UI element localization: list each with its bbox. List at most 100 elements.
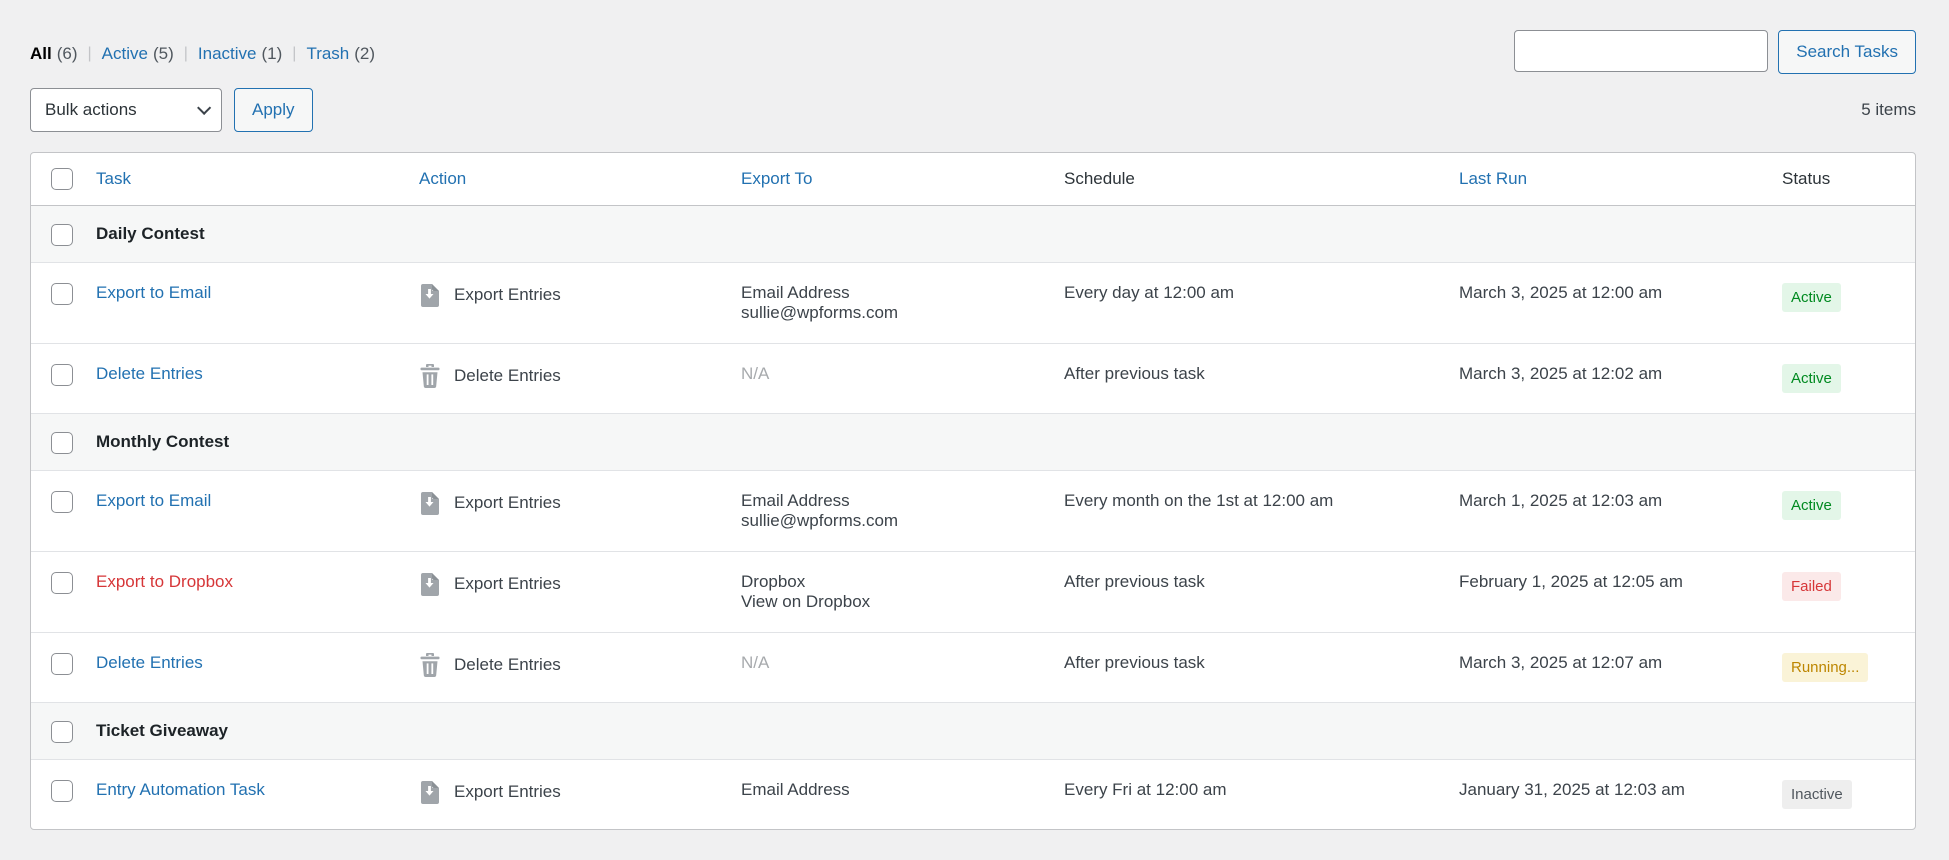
- row-checkbox[interactable]: [51, 653, 73, 675]
- file-export-icon: [419, 572, 441, 596]
- tasks-page: All (6) Active (5) Inactive (1) Trash (2…: [0, 0, 1949, 830]
- table-row: Export to Email Export Entries Email Add…: [31, 471, 1915, 552]
- group-checkbox[interactable]: [51, 432, 73, 454]
- filter-all[interactable]: All (6): [30, 44, 78, 64]
- filter-inactive[interactable]: Inactive (1): [174, 44, 283, 64]
- column-header-action[interactable]: Action: [419, 169, 467, 188]
- task-link[interactable]: Delete Entries: [96, 653, 203, 672]
- export-target: N/A: [741, 364, 770, 383]
- task-group-row: Monthly Contest: [31, 414, 1915, 471]
- column-header-task[interactable]: Task: [96, 169, 131, 188]
- action-label: Delete Entries: [454, 655, 561, 674]
- column-header-last-run[interactable]: Last Run: [1459, 169, 1528, 188]
- status-badge: Inactive: [1782, 780, 1852, 809]
- row-checkbox[interactable]: [51, 572, 73, 594]
- top-bar: All (6) Active (5) Inactive (1) Trash (2…: [30, 30, 1916, 74]
- schedule-value: Every month on the 1st at 12:00 am: [1064, 471, 1459, 552]
- filter-all-label[interactable]: All: [30, 44, 52, 63]
- filter-inactive-link[interactable]: Inactive: [197, 44, 257, 63]
- file-export-icon: [419, 283, 441, 307]
- column-header-export-to[interactable]: Export To: [741, 169, 813, 188]
- export-target: Email Address: [741, 283, 850, 302]
- action-label: Export Entries: [454, 574, 561, 593]
- last-run-value: March 3, 2025 at 12:07 am: [1459, 633, 1782, 703]
- bulk-actions-area: Bulk actions Apply: [30, 88, 313, 132]
- last-run-value: March 3, 2025 at 12:02 am: [1459, 344, 1782, 414]
- table-row: Delete Entries Delete Entries N/A After …: [31, 633, 1915, 703]
- task-link[interactable]: Entry Automation Task: [96, 780, 265, 799]
- task-group-row: Ticket Giveaway: [31, 703, 1915, 760]
- export-target-link[interactable]: sullie@wpforms.com: [741, 303, 899, 322]
- last-run-value: March 1, 2025 at 12:03 am: [1459, 471, 1782, 552]
- last-run-value: February 1, 2025 at 12:05 am: [1459, 552, 1782, 633]
- filter-active[interactable]: Active (5): [78, 44, 174, 64]
- row-checkbox[interactable]: [51, 283, 73, 305]
- task-link[interactable]: Export to Dropbox: [96, 572, 234, 591]
- items-count: 5 items: [1861, 100, 1916, 119]
- schedule-value: Every day at 12:00 am: [1064, 263, 1459, 344]
- tasks-table: Task Action Export To Schedule Last Run …: [30, 152, 1916, 830]
- filter-active-count: (5): [152, 44, 174, 63]
- action-label: Export Entries: [454, 285, 561, 304]
- filter-trash-count: (2): [354, 44, 376, 63]
- row-checkbox[interactable]: [51, 780, 73, 802]
- last-run-value: January 31, 2025 at 12:03 am: [1459, 780, 1685, 799]
- export-target-link[interactable]: View on Dropbox: [741, 592, 871, 611]
- file-export-icon: [419, 780, 441, 804]
- apply-button[interactable]: Apply: [234, 88, 313, 132]
- status-badge: Running...: [1782, 653, 1869, 682]
- status-badge: Active: [1782, 491, 1841, 520]
- search-area: Search Tasks: [1514, 30, 1916, 74]
- chevron-down-icon: [197, 100, 212, 115]
- row-checkbox[interactable]: [51, 364, 73, 386]
- action-label: Export Entries: [454, 493, 561, 512]
- task-link[interactable]: Delete Entries: [96, 364, 203, 383]
- bulk-actions-selected-value: Bulk actions: [45, 100, 137, 119]
- export-target: Email Address: [741, 780, 850, 799]
- filter-inactive-count: (1): [261, 44, 283, 63]
- table-row: Delete Entries Delete Entries N/A After …: [31, 344, 1915, 414]
- filter-trash[interactable]: Trash (2): [282, 44, 375, 64]
- schedule-value: Every Fri at 12:00 am: [1064, 780, 1227, 799]
- export-target: Email Address: [741, 491, 850, 510]
- file-export-icon: [419, 491, 441, 515]
- group-checkbox[interactable]: [51, 224, 73, 246]
- export-target: Dropbox: [741, 572, 806, 591]
- trash-icon: [419, 653, 441, 677]
- export-target-link[interactable]: sullie@wpforms.com: [741, 511, 899, 530]
- action-label: Delete Entries: [454, 366, 561, 385]
- status-badge: Active: [1782, 364, 1841, 393]
- last-run-value: March 3, 2025 at 12:00 am: [1459, 263, 1782, 344]
- bulk-actions-select[interactable]: Bulk actions: [30, 88, 222, 132]
- group-checkbox[interactable]: [51, 721, 73, 743]
- filter-all-count: (6): [56, 44, 78, 63]
- actions-bar: Bulk actions Apply 5 items: [30, 88, 1916, 132]
- task-group-title: Monthly Contest: [96, 414, 1915, 471]
- task-group-row: Daily Contest: [31, 206, 1915, 263]
- filter-trash-link[interactable]: Trash: [306, 44, 350, 63]
- column-header-schedule: Schedule: [1064, 153, 1459, 206]
- schedule-value: After previous task: [1064, 552, 1459, 633]
- search-tasks-button[interactable]: Search Tasks: [1778, 30, 1916, 74]
- status-filter-list: All (6) Active (5) Inactive (1) Trash (2…: [30, 44, 375, 64]
- table-row: Export to Email Export Entries Email Add…: [31, 263, 1915, 344]
- task-link[interactable]: Export to Email: [96, 491, 212, 510]
- filter-active-link[interactable]: Active: [101, 44, 148, 63]
- search-input[interactable]: [1514, 30, 1769, 72]
- table-row: Entry Automation Task Export Entries Ema…: [31, 760, 1915, 829]
- export-target: N/A: [741, 653, 770, 672]
- trash-icon: [419, 364, 441, 388]
- status-badge: Failed: [1782, 572, 1841, 601]
- schedule-value: After previous task: [1064, 344, 1459, 414]
- task-group-title: Ticket Giveaway: [96, 703, 1915, 760]
- select-all-checkbox[interactable]: [51, 168, 73, 190]
- task-group-title: Daily Contest: [96, 206, 1915, 263]
- task-link[interactable]: Export to Email: [96, 283, 212, 302]
- schedule-value: After previous task: [1064, 633, 1459, 703]
- row-checkbox[interactable]: [51, 491, 73, 513]
- action-label: Export Entries: [454, 782, 561, 801]
- column-header-status: Status: [1782, 153, 1915, 206]
- table-header-row: Task Action Export To Schedule Last Run …: [31, 153, 1915, 206]
- table-row: Export to Dropbox Export Entries Dropbox…: [31, 552, 1915, 633]
- status-badge: Active: [1782, 283, 1841, 312]
